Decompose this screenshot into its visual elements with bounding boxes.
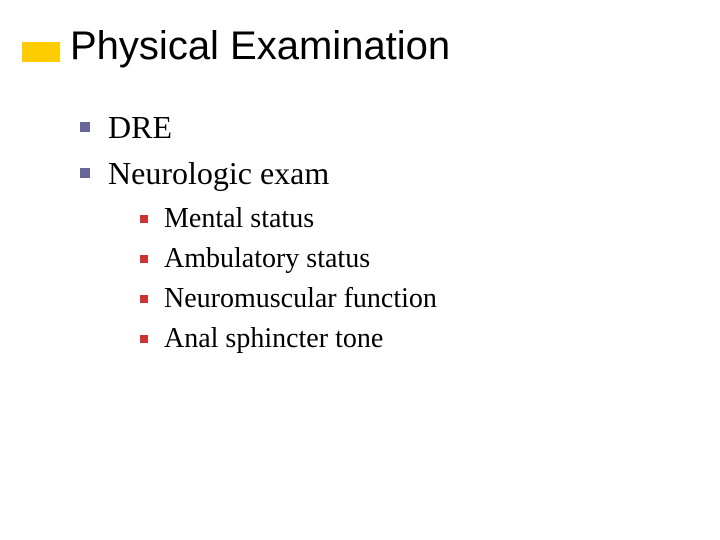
slide-title: Physical Examination [70, 24, 450, 69]
list-item-label: Ambulatory status [164, 243, 370, 275]
square-bullet-icon [140, 215, 148, 223]
title-accent-bar [22, 42, 60, 62]
list-item: Anal sphincter tone [140, 320, 437, 358]
list-item-label: Neurologic exam [108, 155, 329, 192]
list-item: Mental status [140, 200, 437, 238]
square-bullet-icon [80, 122, 90, 132]
list-item: Neuromuscular function [140, 280, 437, 318]
square-bullet-icon [80, 168, 90, 178]
list-item-label: Anal sphincter tone [164, 323, 383, 355]
list-item-label: Neuromuscular function [164, 283, 437, 315]
list-item: Ambulatory status [140, 240, 437, 278]
list-item-label: DRE [108, 109, 172, 146]
list-item: DRE [80, 105, 329, 149]
square-bullet-icon [140, 295, 148, 303]
level1-list: DRE Neurologic exam [80, 105, 329, 197]
slide: Physical Examination DRE Neurologic exam… [0, 0, 720, 540]
square-bullet-icon [140, 255, 148, 263]
list-item-label: Mental status [164, 203, 314, 235]
list-item: Neurologic exam [80, 151, 329, 195]
level2-list: Mental status Ambulatory status Neuromus… [140, 200, 437, 360]
square-bullet-icon [140, 335, 148, 343]
